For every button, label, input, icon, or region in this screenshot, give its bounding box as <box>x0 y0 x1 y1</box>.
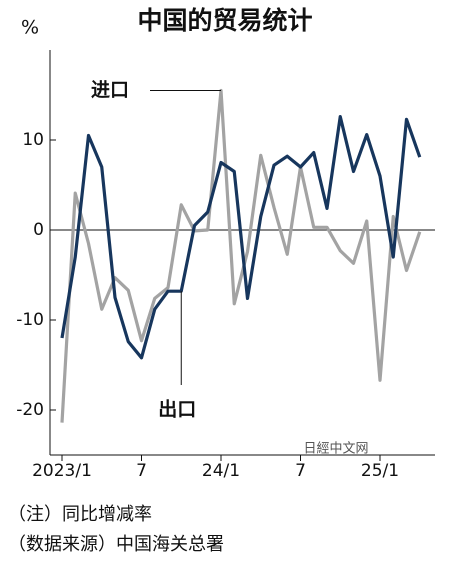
series-line <box>60 114 422 360</box>
y-tick-label: 10 <box>22 130 44 150</box>
y-tick-label: 0 <box>33 220 44 240</box>
legend-label: 进口 <box>91 79 129 101</box>
source: （数据来源）中国海关总署 <box>8 534 224 555</box>
x-tick-label: 24/1 <box>202 461 240 481</box>
x-tick-label: 2023/1 <box>32 461 92 481</box>
x-tick-label: 7 <box>295 461 306 481</box>
watermark: 日經中文网 <box>303 442 368 457</box>
x-tick-label: 7 <box>136 461 147 481</box>
series-line <box>60 88 422 423</box>
x-tick-label: 25/1 <box>361 461 399 481</box>
y-tick-label: -10 <box>16 310 44 330</box>
y-unit: % <box>21 17 39 39</box>
chart-title: 中国的贸易统计 <box>137 6 312 35</box>
note: （注）同比增减率 <box>8 504 152 525</box>
y-tick-label: -20 <box>16 400 44 420</box>
legend-label: 出口 <box>158 398 196 421</box>
